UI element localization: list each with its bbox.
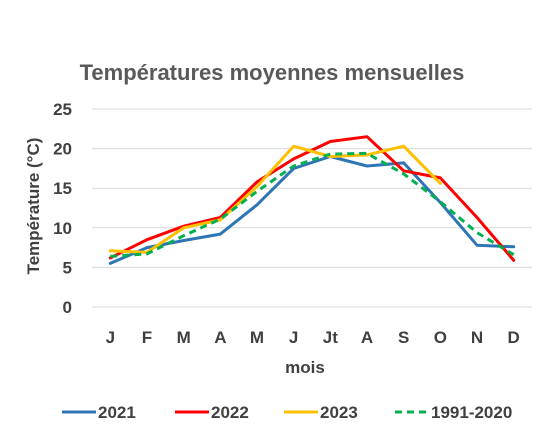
x-tick-label: M bbox=[250, 328, 264, 347]
y-tick-label: 5 bbox=[63, 258, 72, 277]
series-line-2021 bbox=[108, 155, 516, 265]
x-tick-label: F bbox=[142, 328, 152, 347]
y-axis-label: Température (°C) bbox=[24, 138, 43, 275]
legend-label: 2023 bbox=[320, 403, 358, 422]
y-tick-label: 25 bbox=[53, 100, 72, 119]
legend: 2021 2022 2023 1991-2020 bbox=[62, 403, 512, 422]
x-tick-label: O bbox=[434, 328, 447, 347]
legend-label: 1991-2020 bbox=[431, 403, 512, 422]
x-tick-label: J bbox=[106, 328, 115, 347]
x-tick-label: J bbox=[289, 328, 298, 347]
y-tick-label: 20 bbox=[53, 140, 72, 159]
x-tick-labels: J F M A M J Jt A S O N D bbox=[106, 328, 520, 347]
y-tick-label: 0 bbox=[63, 298, 72, 317]
chart-title: Températures moyennes mensuelles bbox=[80, 60, 465, 85]
x-tick-label: S bbox=[398, 328, 409, 347]
x-tick-label: N bbox=[471, 328, 483, 347]
x-tick-label: M bbox=[177, 328, 191, 347]
x-axis-label: mois bbox=[285, 358, 325, 377]
legend-label: 2022 bbox=[211, 403, 249, 422]
y-tick-label: 15 bbox=[53, 179, 72, 198]
series-lines bbox=[108, 135, 516, 265]
x-tick-label: D bbox=[508, 328, 520, 347]
y-tick-label: 10 bbox=[53, 219, 72, 238]
series-line-2023 bbox=[108, 144, 442, 254]
y-tick-labels: 0 5 10 15 20 25 bbox=[53, 100, 72, 317]
legend-label: 2021 bbox=[98, 403, 136, 422]
x-tick-label: Jt bbox=[323, 328, 338, 347]
x-tick-label: A bbox=[361, 328, 373, 347]
series-line-1991-2020 bbox=[110, 151, 515, 258]
x-tick-label: A bbox=[214, 328, 226, 347]
gridlines bbox=[92, 108, 532, 308]
